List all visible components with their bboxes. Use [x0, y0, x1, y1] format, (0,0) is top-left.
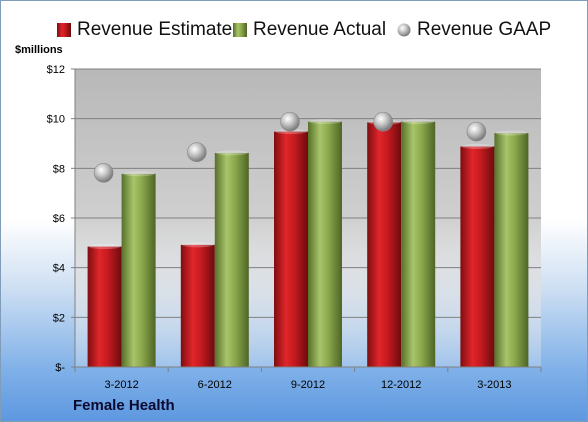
actual-bar: [214, 152, 249, 367]
actual-bar: [121, 173, 156, 367]
estimate-bar: [367, 122, 402, 368]
legend-label-estimate: Revenue Estimate: [77, 19, 233, 40]
y-tick-label: $2: [53, 312, 65, 324]
actual-bar: [494, 133, 529, 367]
legend: Revenue Estimate Revenue Actual Revenue …: [1, 15, 587, 45]
x-tick-label: 3-2013: [477, 379, 511, 391]
y-tick-label: $8: [53, 163, 65, 175]
actual-bar-highlight: [309, 119, 341, 125]
estimate-bar: [460, 146, 495, 367]
estimate-bar-highlight: [88, 244, 121, 250]
estimate-bar-highlight: [275, 129, 307, 135]
gray-sphere-icon: [397, 23, 411, 37]
green-square-icon: [233, 23, 247, 37]
gaap-marker: [93, 163, 114, 183]
estimate-bar-highlight: [181, 242, 214, 248]
legend-item-gaap: Revenue GAAP: [397, 15, 551, 45]
estimate-bar: [87, 246, 122, 367]
gaap-markers: [93, 111, 487, 183]
y-tick-label: $-: [55, 362, 65, 374]
estimate-bar: [180, 244, 215, 367]
x-tick-label: 9-2012: [291, 379, 325, 391]
x-tick-label: 6-2012: [198, 379, 232, 391]
company-name: Female Health: [73, 397, 175, 414]
y-axis: $- $2 $4 $6 $8 $10 $12: [47, 64, 76, 374]
gaap-marker: [466, 121, 487, 142]
legend-item-estimate: Revenue Estimate: [57, 15, 232, 45]
x-axis: 3-2012 6-2012 9-2012 12-2012 3-2013: [74, 366, 542, 391]
legend-label-gaap: Revenue GAAP: [417, 19, 552, 40]
actual-bar: [401, 121, 436, 367]
actual-bar-highlight: [402, 119, 435, 125]
legend-label-actual: Revenue Actual: [253, 19, 387, 40]
y-tick-label: $12: [47, 64, 65, 76]
y-tick-label: $10: [47, 114, 65, 126]
estimate-bar-highlight: [461, 143, 494, 149]
y-tick-label: $4: [53, 263, 65, 275]
actual-bar: [308, 121, 342, 367]
actual-bar-highlight: [215, 150, 248, 156]
bars: [87, 119, 529, 368]
y-tick-label: $6: [53, 213, 65, 225]
gaap-marker: [187, 142, 207, 162]
x-tick-label: 3-2012: [104, 379, 138, 391]
gaap-marker: [373, 111, 394, 132]
actual-bar-highlight: [122, 171, 155, 177]
red-square-icon: [57, 23, 71, 37]
legend-item-actual: Revenue Actual: [233, 15, 386, 45]
estimate-bar: [274, 131, 308, 367]
actual-bar-highlight: [495, 130, 528, 136]
y-axis-unit-label: $millions: [15, 44, 63, 56]
x-tick-label: 12-2012: [381, 379, 421, 391]
gaap-marker: [280, 111, 300, 132]
